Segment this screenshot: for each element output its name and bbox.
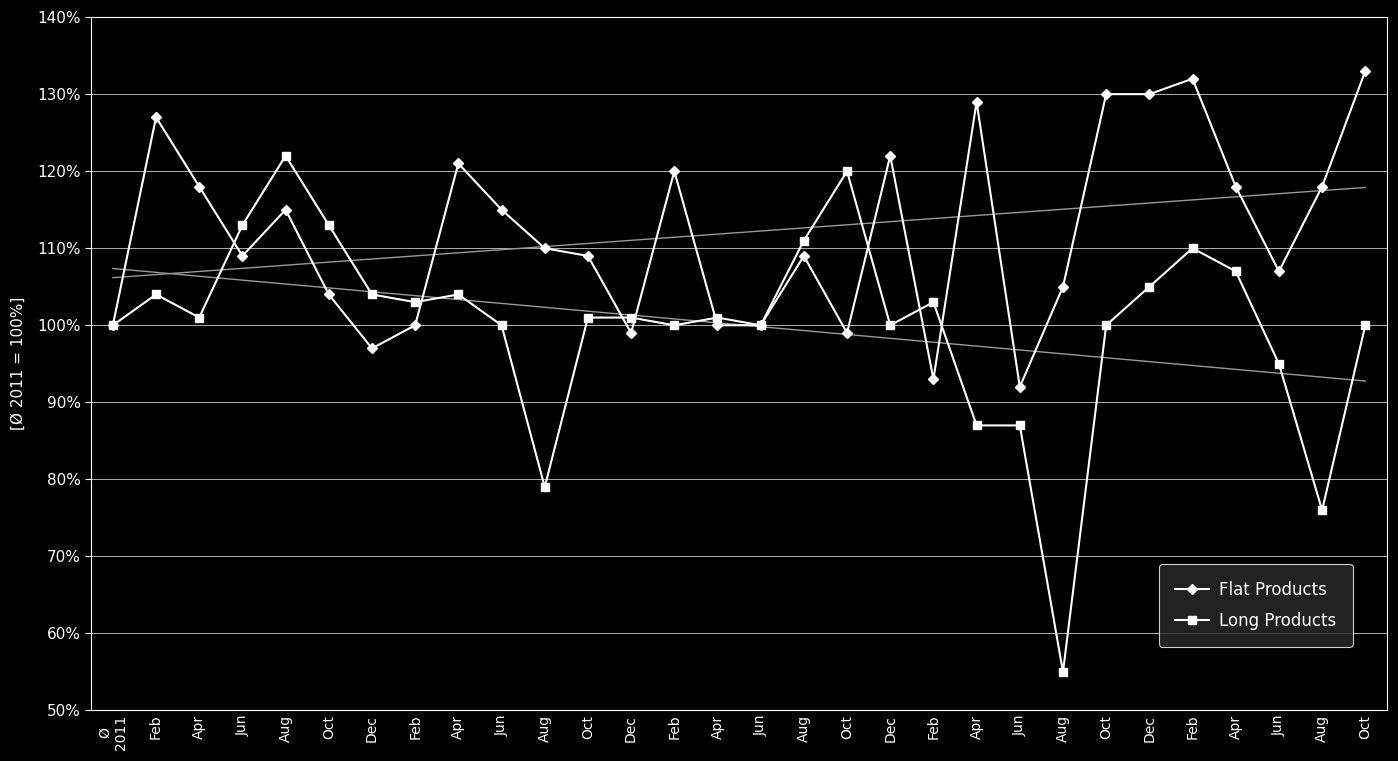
Long Products xyxy=(1227,267,1244,276)
Flat Products xyxy=(709,320,726,330)
Long Products xyxy=(537,482,554,492)
Long Products xyxy=(233,221,250,230)
Long Products xyxy=(925,298,942,307)
Flat Products xyxy=(882,151,899,161)
Long Products xyxy=(1184,244,1201,253)
Long Products xyxy=(1357,320,1374,330)
Flat Products xyxy=(450,159,467,168)
Flat Products xyxy=(580,251,597,260)
Flat Products xyxy=(105,320,122,330)
Flat Products xyxy=(1011,382,1028,391)
Long Products xyxy=(148,290,165,299)
Long Products xyxy=(450,290,467,299)
Long Products xyxy=(882,320,899,330)
Y-axis label: [Ø 2011 = 100%]: [Ø 2011 = 100%] xyxy=(11,297,27,431)
Long Products xyxy=(580,313,597,322)
Long Products xyxy=(1314,505,1331,514)
Long Products xyxy=(277,151,294,161)
Flat Products xyxy=(1097,90,1114,99)
Flat Products xyxy=(839,329,856,338)
Flat Products xyxy=(537,244,554,253)
Flat Products xyxy=(493,205,510,215)
Long Products xyxy=(363,290,380,299)
Flat Products xyxy=(192,182,208,191)
Flat Products xyxy=(1141,90,1158,99)
Long Products xyxy=(665,320,682,330)
Flat Products xyxy=(320,290,337,299)
Legend: Flat Products, Long Products: Flat Products, Long Products xyxy=(1159,564,1353,647)
Flat Products xyxy=(622,329,639,338)
Long Products xyxy=(1271,359,1288,368)
Long Products xyxy=(105,320,122,330)
Flat Products xyxy=(1227,182,1244,191)
Line: Long Products: Long Products xyxy=(109,152,1369,676)
Line: Flat Products: Flat Products xyxy=(109,67,1369,390)
Long Products xyxy=(622,313,639,322)
Flat Products xyxy=(1357,66,1374,75)
Long Products xyxy=(752,320,769,330)
Long Products xyxy=(969,421,986,430)
Flat Products xyxy=(1271,267,1288,276)
Long Products xyxy=(709,313,726,322)
Long Products xyxy=(192,313,208,322)
Long Products xyxy=(1141,282,1158,291)
Flat Products xyxy=(795,251,812,260)
Flat Products xyxy=(407,320,424,330)
Flat Products xyxy=(363,344,380,353)
Flat Products xyxy=(148,113,165,122)
Long Products xyxy=(839,167,856,176)
Flat Products xyxy=(1314,182,1331,191)
Long Products xyxy=(320,221,337,230)
Flat Products xyxy=(1054,282,1071,291)
Long Products xyxy=(407,298,424,307)
Flat Products xyxy=(233,251,250,260)
Flat Products xyxy=(969,97,986,107)
Flat Products xyxy=(665,167,682,176)
Flat Products xyxy=(277,205,294,215)
Long Products xyxy=(795,236,812,245)
Long Products xyxy=(493,320,510,330)
Long Products xyxy=(1097,320,1114,330)
Long Products xyxy=(1054,667,1071,677)
Flat Products xyxy=(1184,74,1201,83)
Flat Products xyxy=(925,374,942,384)
Long Products xyxy=(1011,421,1028,430)
Flat Products xyxy=(752,320,769,330)
